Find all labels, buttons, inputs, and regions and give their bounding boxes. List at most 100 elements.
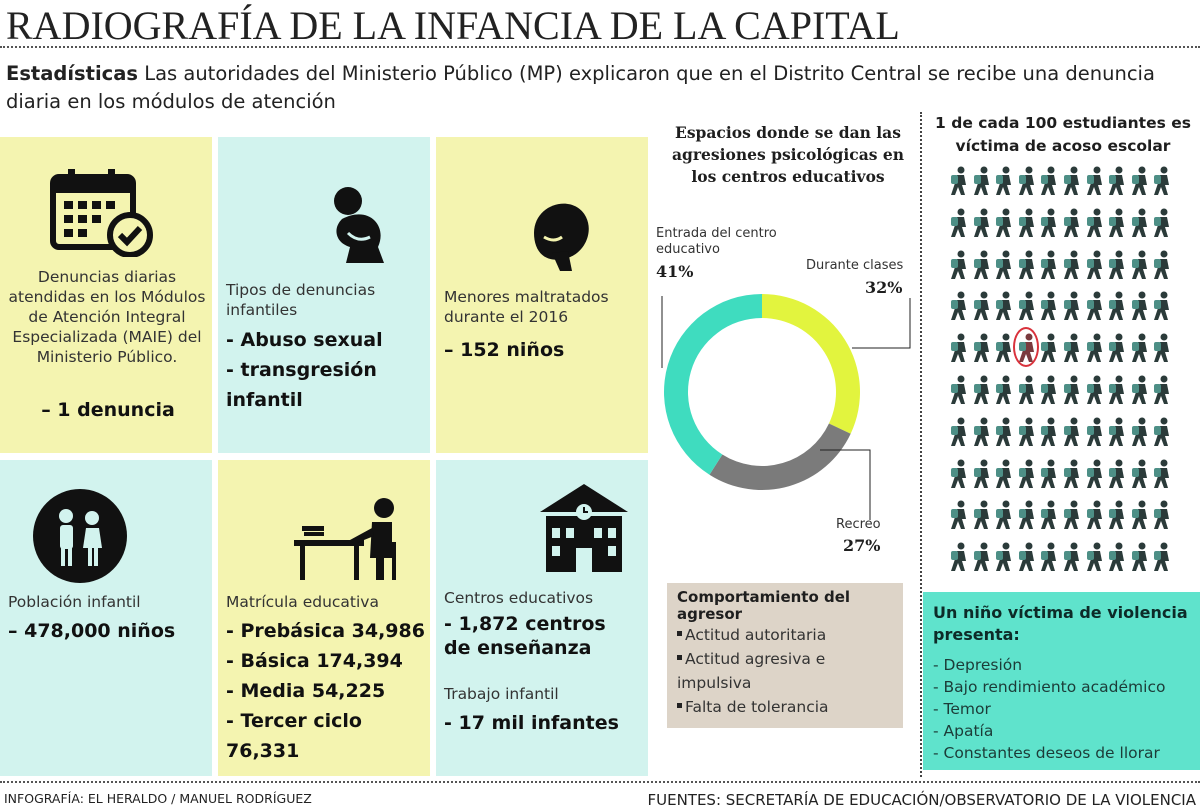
walking-student-icon [993,542,1016,584]
footer-sources: FUENTES: SECRETARÍA DE EDUCACIÓN/OBSERVA… [647,791,1196,809]
stat-label: Matrícula educativa [226,593,379,611]
highlight-circle [1012,327,1039,368]
crying-face-icon [534,203,589,271]
page-title: RADIOGRAFÍA DE LA INFANCIA DE LA CAPITAL [6,3,900,48]
walking-student-icon [1038,250,1061,292]
walking-student-icon [993,291,1016,333]
donut-slice [762,294,860,434]
walking-student-icon [971,208,994,250]
symptom-item: - Temor [933,700,991,718]
walking-student-icon [1151,250,1174,292]
walking-student-icon [1084,291,1107,333]
walking-student-icon [971,333,994,375]
stat-value: - Básica 174,394 [226,650,403,672]
walking-student-icon [1151,500,1174,542]
stat-label: Población infantil [8,593,141,611]
walking-student-icon [993,208,1016,250]
symptom-item: - Bajo rendimiento académico [933,678,1166,696]
walking-student-icon [1038,208,1061,250]
walking-student-icon [1061,500,1084,542]
walking-student-icon [1084,500,1107,542]
crouching-child-icon [334,187,384,263]
stat-value: - 1,872 centros de enseñanza [444,613,606,659]
walking-student-icon [1106,417,1129,459]
stat-label: Trabajo infantil [444,685,559,703]
slice-label-recreo: Recreo [836,517,881,532]
walking-student-icon [948,375,971,417]
student-desk-icon [294,498,396,580]
walking-student-icon [1106,166,1129,208]
walking-student-icon [1084,208,1107,250]
intro-body: Las autoridades del Ministerio Público (… [6,62,1155,113]
walking-student-icon [971,375,994,417]
walking-student-icon [1129,208,1152,250]
walking-student-icon [1151,417,1174,459]
walking-student-icon [993,333,1016,375]
behavior-item: Actitud autoritaria [677,623,893,647]
stat-value: - Tercer ciclo 76,331 [226,710,362,762]
walking-student-icon [971,417,994,459]
stat-value: - Media 54,225 [226,680,386,702]
walking-student-icon [993,250,1016,292]
highlighted-student-icon [1012,327,1039,375]
behavior-item: Actitud agresiva e impulsiva [677,647,893,695]
walking-student-icon [948,500,971,542]
leader-line [852,298,911,349]
slice-label-clases: Durante clases [806,258,904,273]
walking-student-icon [1151,291,1174,333]
walking-student-icon [1084,459,1107,501]
walking-student-icon [993,375,1016,417]
walking-student-icon [1129,417,1152,459]
walking-student-icon [1106,333,1129,375]
walking-student-icon [971,166,994,208]
walking-student-icon [1151,459,1174,501]
behavior-title: Comportamiento del agresor [677,588,851,623]
walking-student-icon [993,500,1016,542]
walking-student-icon [948,417,971,459]
walking-student-icon [948,542,971,584]
stat-value: – 1 denuncia [41,399,175,421]
walking-student-icon [1129,459,1152,501]
walking-student-icon [948,291,971,333]
aggressor-behavior-box: Comportamiento del agresor Actitud autor… [667,583,903,728]
walking-student-icon [1061,333,1084,375]
donut-slice [664,294,762,475]
walking-student-icon [1106,208,1129,250]
walking-student-icon [1084,542,1107,584]
symptom-item: - Depresión [933,656,1023,674]
divider [920,112,922,777]
behavior-item: Falta de tolerancia [677,695,893,719]
walking-student-icon [1084,375,1107,417]
divider [0,781,1200,783]
walking-student-icon [1016,375,1039,417]
walking-student-icon [1129,333,1152,375]
walking-student-icon [971,291,994,333]
slice-pct-clases: 32% [865,278,903,297]
calendar-check-icon [50,169,153,257]
walking-student-icon [948,459,971,501]
walking-student-icon [971,542,994,584]
walking-student-icon [1016,417,1039,459]
walking-student-icon [1016,459,1039,501]
stat-card-tipos: Tipos de denuncias infantiles - Abuso se… [218,137,430,453]
walking-student-icon [971,500,994,542]
walking-student-icon [948,333,971,375]
stat-label: Tipos de denuncias infantiles [226,281,376,319]
walking-student-icon [1151,208,1174,250]
walking-student-icon [948,250,971,292]
slice-label-entrada: Entrada del centro educativo [656,226,777,257]
student-pictogram-grid [948,166,1174,584]
walking-student-icon [1106,375,1129,417]
victim-title: Un niño víctima de violencia presenta: [933,603,1188,644]
walking-student-icon [1016,250,1039,292]
slice-pct-recreo: 27% [843,536,881,555]
stat-value: - transgresión infantil [226,359,377,411]
leader-line [820,449,871,520]
stat-card-matricula: Matrícula educativa - Prebásica 34,986 -… [218,460,430,776]
walking-student-icon [1016,542,1039,584]
donut-chart [661,294,911,520]
walking-student-icon [971,459,994,501]
walking-student-icon [1016,166,1039,208]
walking-student-icon [1038,166,1061,208]
stat-card-centros: Centros educativos - 1,872 centros de en… [436,460,648,776]
